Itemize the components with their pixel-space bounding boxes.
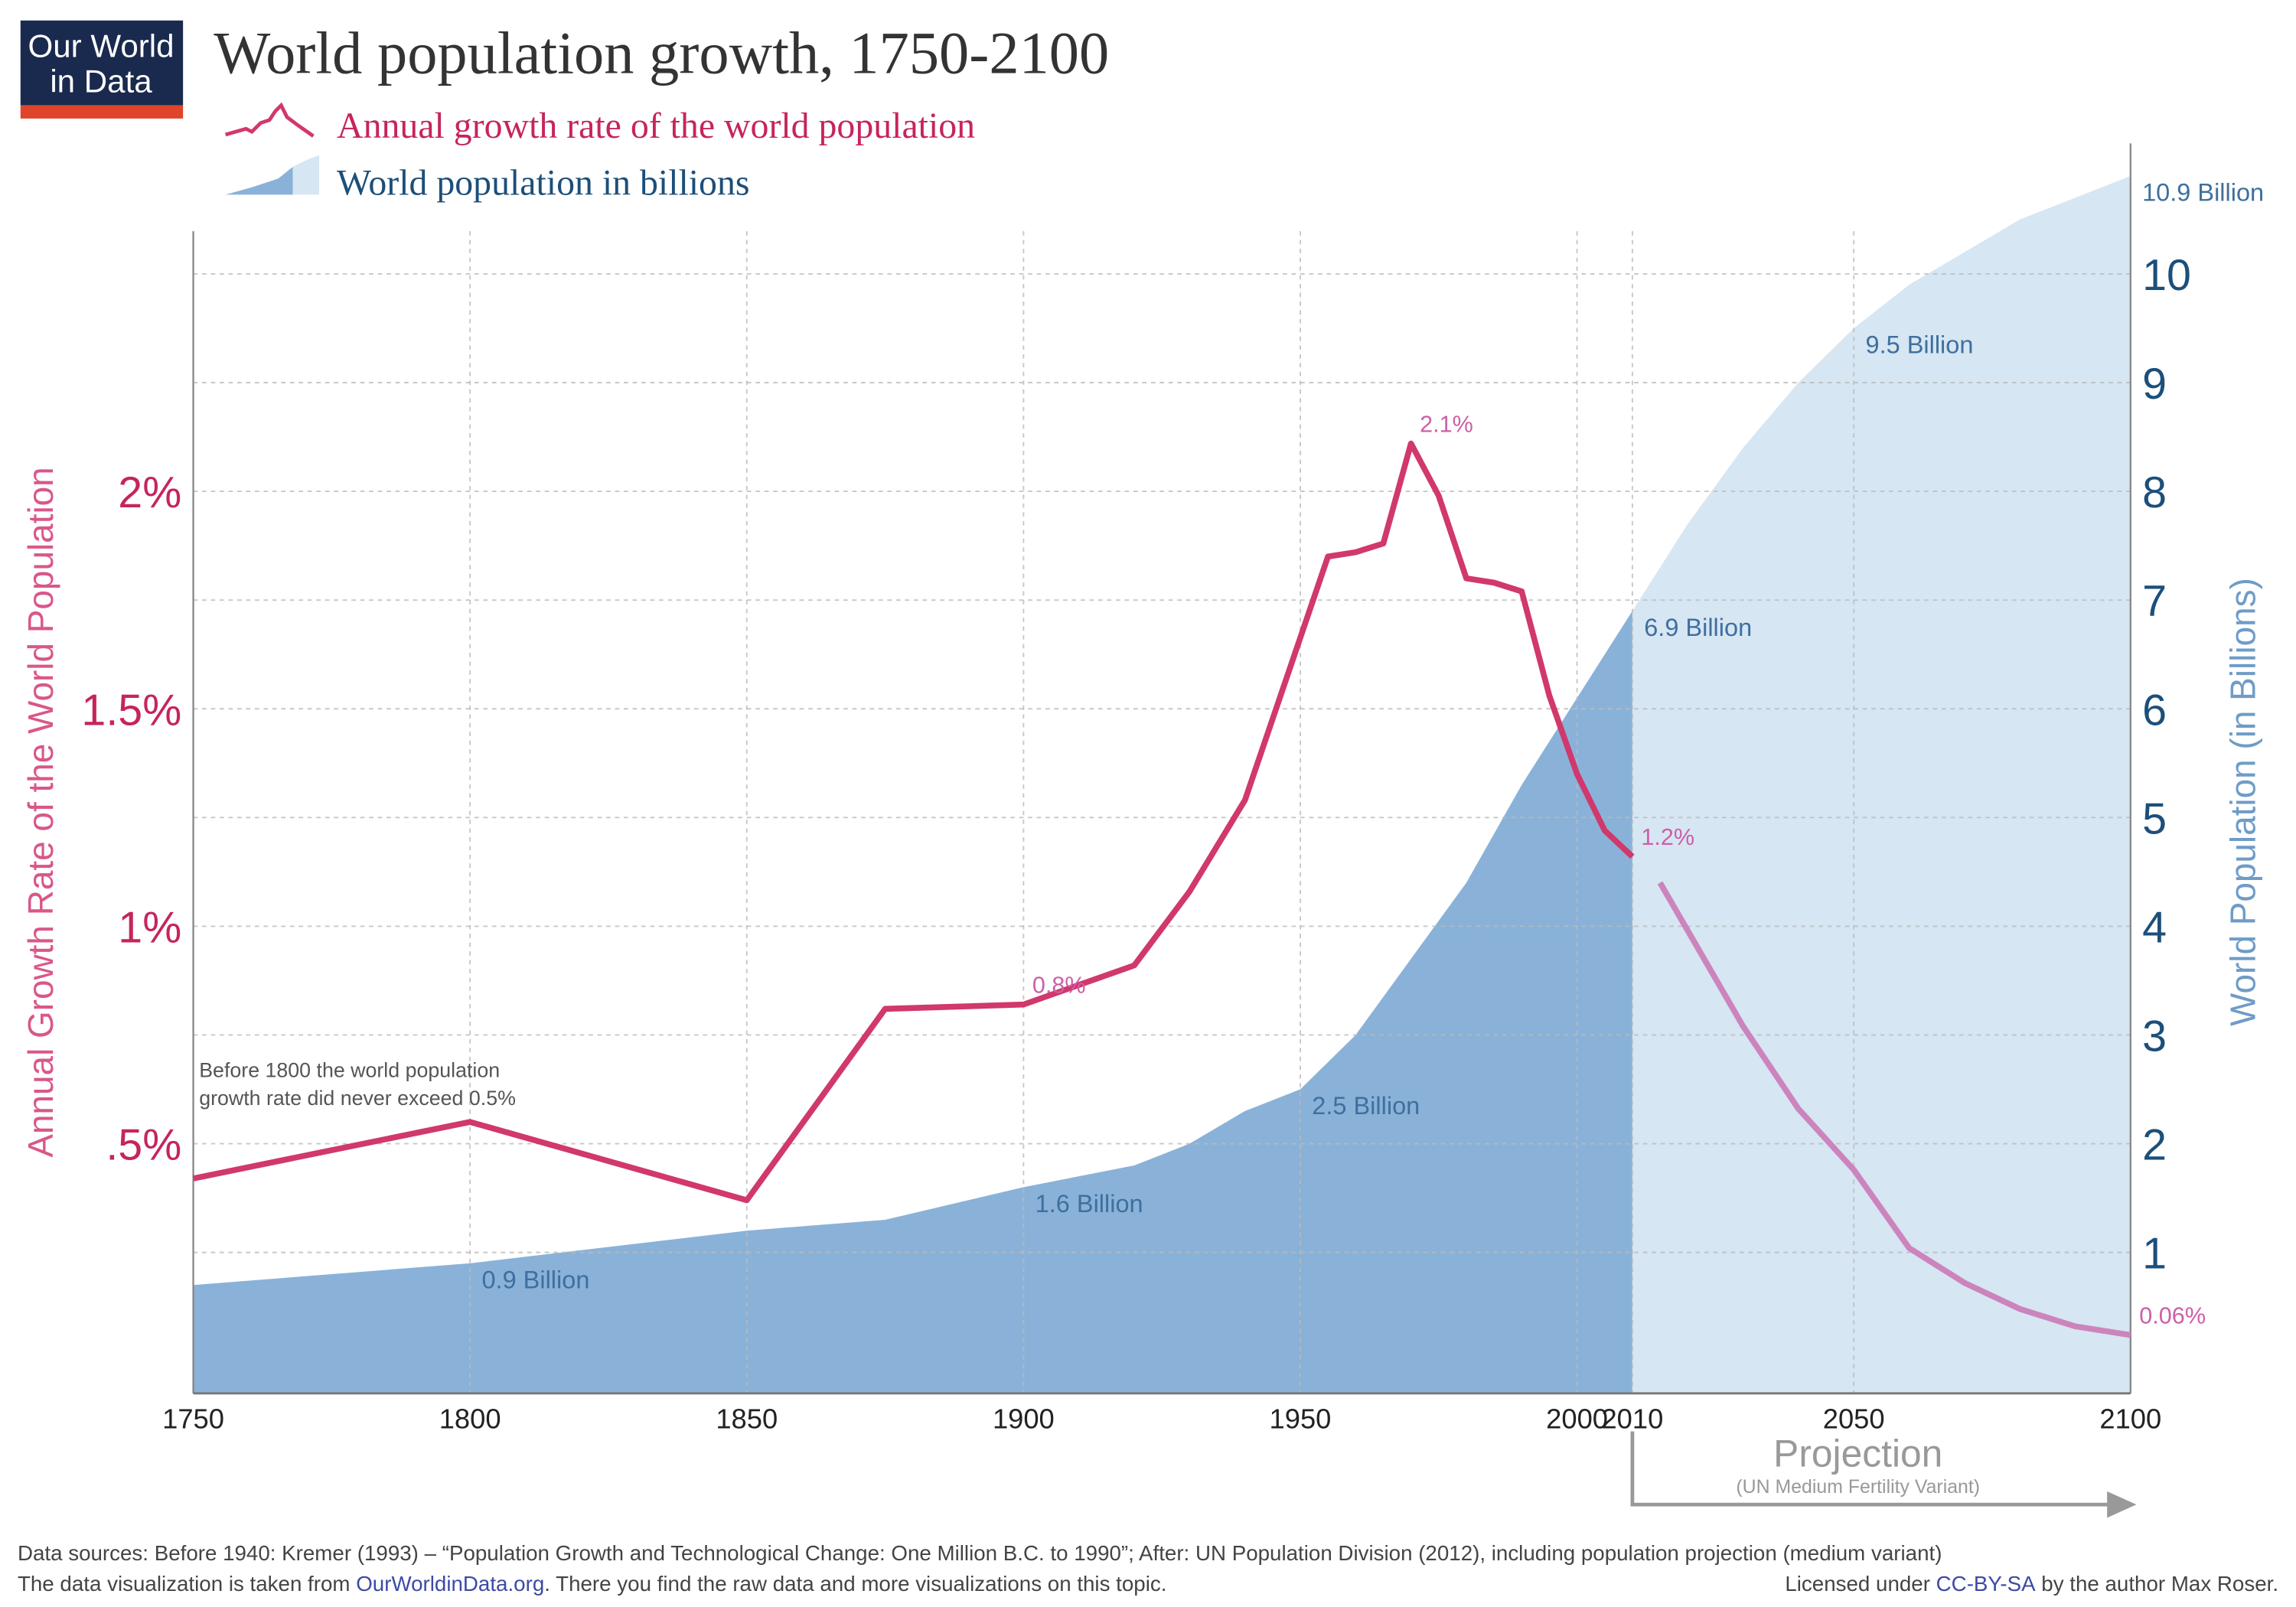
area (1632, 176, 2131, 1393)
annotation: Before 1800 the world population (199, 1059, 500, 1082)
x-tick-label: 2100 (2099, 1403, 2161, 1435)
legend-icon (224, 102, 315, 138)
y2-tick-label: 5 (2142, 794, 2167, 843)
footer-text: The data visualization is taken from (18, 1572, 356, 1596)
x-tick-label: 1800 (439, 1403, 501, 1435)
legend-label: Annual growth rate of the world populati… (337, 106, 975, 146)
y2-axis-title: World Population (in Billions) (2223, 578, 2262, 1026)
y-axis-title: Annual Growth Rate of the World Populati… (21, 467, 60, 1157)
y2-tick-label: 4 (2142, 903, 2167, 952)
x-tick-label: 1850 (716, 1403, 778, 1435)
legend-label: World population in billions (337, 162, 749, 203)
logo-box (20, 20, 184, 106)
y2-tick-label: 7 (2142, 577, 2167, 626)
data-label: 1.2% (1641, 824, 1694, 850)
legend: Annual growth rate of the world populati… (224, 102, 975, 203)
logo-bar (20, 105, 184, 119)
y2-tick-label: 1 (2142, 1230, 2167, 1279)
y-tick-label: 1% (118, 903, 181, 952)
projection-note: (UN Medium Fertility Variant) (1736, 1476, 1980, 1498)
x-tick-label: 2050 (1823, 1403, 1885, 1435)
chart-title: World population growth, 1750-2100 (214, 20, 1109, 86)
y2-tick-label: 2 (2142, 1121, 2167, 1170)
plot-area: .5% 1% 1.5% 2% 1 2 3 4 5 6 7 8 9 10 1750 1800 1850 1900 19… (81, 143, 2264, 1435)
legend-icon (292, 155, 320, 195)
footer-text: Licensed under (1785, 1572, 1936, 1596)
data-label: 10.9 Billion (2142, 179, 2264, 207)
logo-text: in Data (50, 63, 152, 99)
projection-arrow (1630, 1431, 2113, 1507)
data-label: 0.8% (1032, 972, 1086, 998)
y-tick-label: 2% (118, 468, 181, 517)
x-tick-label: 2000 (1546, 1403, 1608, 1435)
footer-sources: Data sources: Before 1940: Kremer (1993)… (18, 1541, 1942, 1565)
data-label: 6.9 Billion (1644, 614, 1752, 641)
legend-icon (225, 167, 293, 195)
data-label: 0.9 Billion (481, 1266, 589, 1293)
line (192, 440, 1635, 1204)
footer-link[interactable]: CC-BY-SA (1936, 1572, 2036, 1596)
footer-right: Licensed under CC-BY-SA by the author Ma… (1785, 1572, 2278, 1596)
logo: Our World in Data (20, 20, 184, 119)
y2-tick-label: 6 (2142, 686, 2167, 735)
line (1657, 881, 2131, 1338)
footer-left: The data visualization is taken from Our… (18, 1572, 1166, 1596)
x-tick-label: 1950 (1270, 1403, 1332, 1435)
projection-label: Projection (1773, 1432, 1942, 1475)
data-label: 0.06% (2139, 1302, 2206, 1328)
y2-tick-label: 3 (2142, 1012, 2167, 1061)
data-label: 9.5 Billion (1865, 331, 1973, 358)
x-tick-label: 2010 (1601, 1403, 1663, 1435)
footer-text: . There you find the raw data and more v… (544, 1572, 1166, 1596)
y2-tick-label: 8 (2142, 468, 2167, 517)
data-label: 1.6 Billion (1035, 1190, 1143, 1217)
footer-text: by the author Max Roser. (2036, 1572, 2278, 1596)
y-tick-label: .5% (106, 1121, 181, 1170)
data-label: 2.1% (1420, 411, 1473, 437)
projection-arrowhead (2107, 1491, 2137, 1518)
logo-text: Our World (28, 28, 174, 64)
annotation: growth rate did never exceed 0.5% (199, 1087, 516, 1110)
footer-link[interactable]: OurWorldinData.org (356, 1572, 544, 1596)
x-tick-label: 1750 (162, 1403, 224, 1435)
x-tick-label: 1900 (993, 1403, 1055, 1435)
y-tick-label: 1.5% (81, 686, 181, 735)
y2-tick-label: 10 (2142, 251, 2191, 300)
data-label: 2.5 Billion (1312, 1092, 1420, 1120)
y2-tick-label: 9 (2142, 360, 2167, 409)
area (193, 611, 1632, 1393)
